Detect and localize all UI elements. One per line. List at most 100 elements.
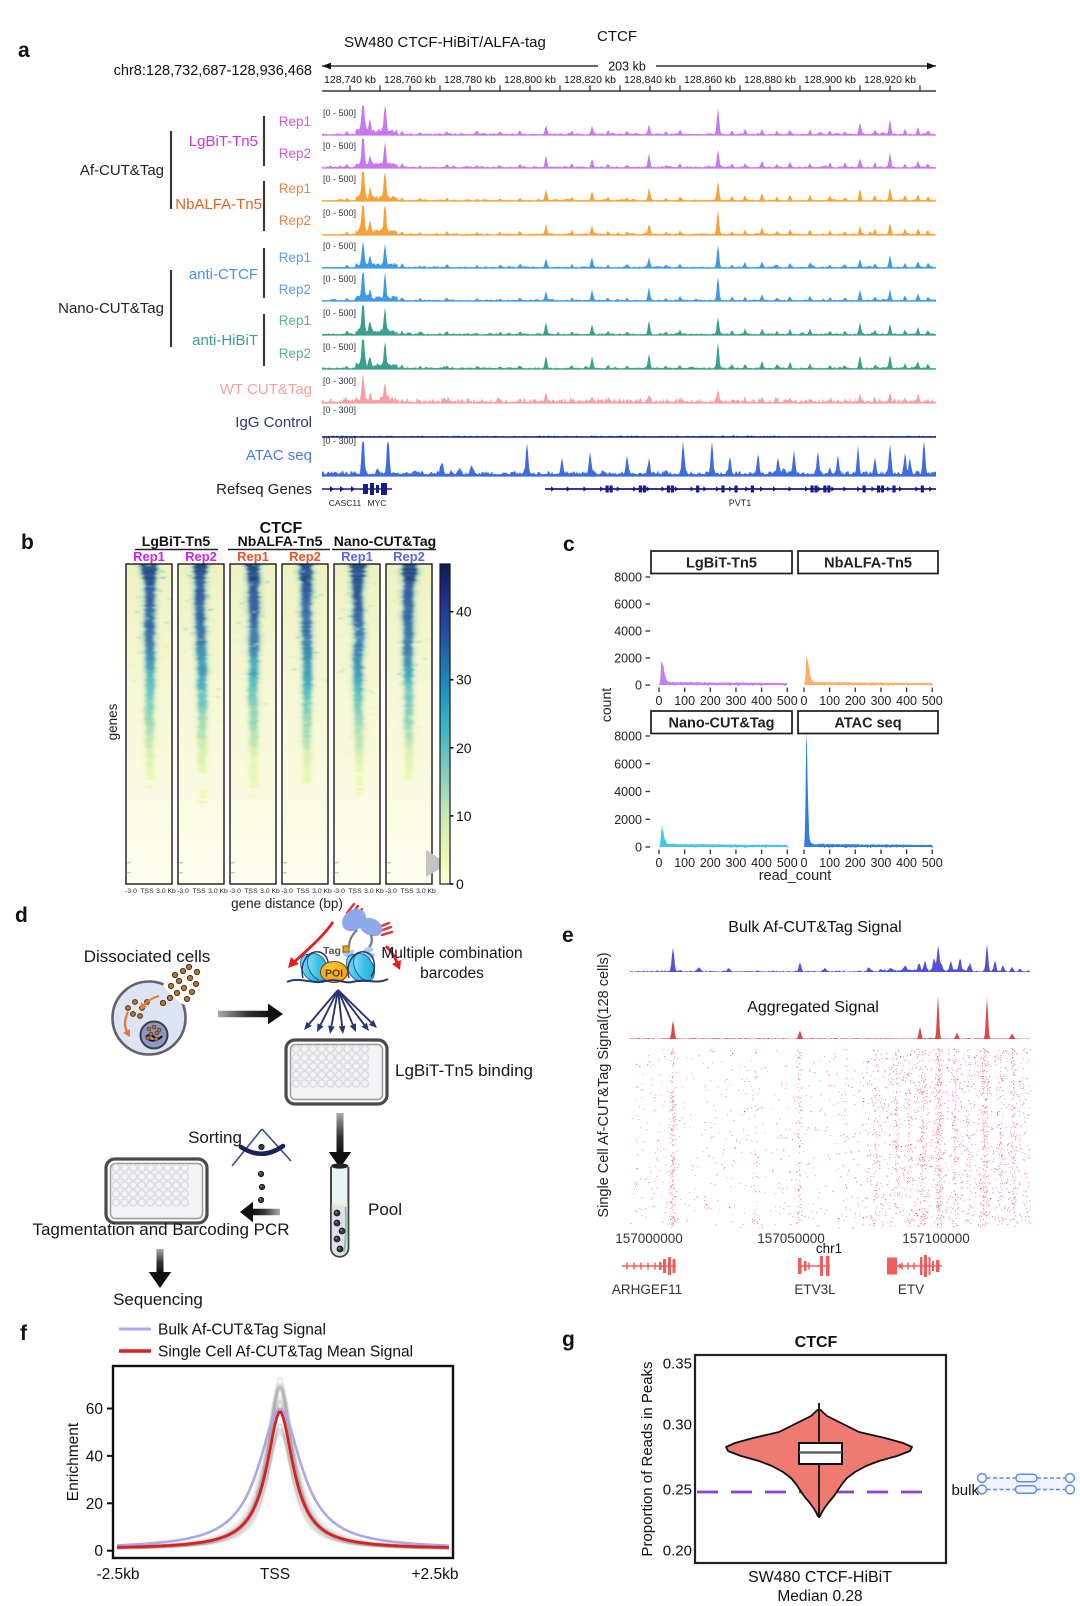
svg-text:400: 400: [896, 694, 917, 708]
svg-text:g: g: [562, 1328, 575, 1351]
svg-text:30: 30: [456, 672, 472, 688]
svg-text:NbALFA-Tn5: NbALFA-Tn5: [238, 533, 323, 549]
svg-text:20: 20: [456, 740, 472, 756]
svg-text:203 kb: 203 kb: [608, 60, 646, 74]
svg-text:500: 500: [922, 856, 943, 870]
svg-text:anti-CTCF: anti-CTCF: [189, 266, 258, 283]
svg-text:60: 60: [86, 1401, 104, 1418]
svg-text:300: 300: [871, 856, 892, 870]
svg-text:SW480 CTCF-HiBiT/ALFA-tag: SW480 CTCF-HiBiT/ALFA-tag: [344, 34, 546, 51]
svg-text:300: 300: [726, 694, 747, 708]
svg-text:8000: 8000: [614, 571, 642, 585]
svg-text:barcodes: barcodes: [420, 965, 484, 982]
svg-text:POI: POI: [325, 968, 343, 980]
svg-text:3.0 Kb: 3.0 Kb: [364, 888, 384, 895]
svg-text:-3.0: -3.0: [177, 888, 189, 895]
svg-text:Bulk Af-CUT&Tag Signal: Bulk Af-CUT&Tag Signal: [158, 1322, 326, 1339]
svg-text:Rep1: Rep1: [279, 181, 311, 196]
svg-text:40: 40: [86, 1448, 104, 1465]
svg-text:Sorting: Sorting: [188, 1128, 242, 1147]
svg-text:CTCF: CTCF: [597, 28, 637, 45]
svg-text:Multiple combination: Multiple combination: [381, 945, 522, 962]
svg-text:200: 200: [845, 694, 866, 708]
svg-text:LgBiT-Tn5 binding: LgBiT-Tn5 binding: [395, 1061, 533, 1080]
svg-text:-3.0: -3.0: [385, 888, 397, 895]
svg-text:0: 0: [801, 856, 808, 870]
svg-text:100: 100: [819, 856, 840, 870]
svg-text:ARHGEF11: ARHGEF11: [612, 1282, 682, 1297]
svg-text:[0 - 500]: [0 - 500]: [323, 208, 356, 218]
svg-text:[0 - 300]: [0 - 300]: [323, 376, 356, 386]
svg-text:Rep2: Rep2: [185, 549, 217, 564]
svg-text:-3.0: -3.0: [229, 888, 241, 895]
svg-text:b: b: [21, 531, 34, 554]
svg-text:128,780 kb: 128,780 kb: [444, 74, 496, 86]
svg-text:WT CUT&Tag: WT CUT&Tag: [220, 381, 312, 398]
svg-text:PVT1: PVT1: [729, 498, 752, 508]
svg-text:[0 - 500]: [0 - 500]: [323, 342, 356, 352]
svg-text:128,860 kb: 128,860 kb: [684, 74, 736, 86]
svg-text:40: 40: [456, 604, 472, 620]
svg-text:300: 300: [726, 856, 747, 870]
svg-text:400: 400: [751, 694, 772, 708]
svg-text:e: e: [562, 924, 574, 947]
svg-text:0: 0: [656, 856, 663, 870]
svg-text:Dissociated cells: Dissociated cells: [84, 947, 211, 966]
svg-text:4000: 4000: [614, 785, 642, 799]
svg-text:+2.5kb: +2.5kb: [412, 1566, 459, 1583]
svg-text:Rep2: Rep2: [279, 213, 311, 228]
svg-text:4000: 4000: [614, 625, 642, 639]
svg-text:TSS: TSS: [400, 888, 414, 895]
svg-text:100: 100: [819, 694, 840, 708]
svg-text:0: 0: [635, 841, 642, 855]
svg-text:157000000: 157000000: [615, 1231, 683, 1246]
svg-text:NbALFA-Tn5: NbALFA-Tn5: [175, 196, 262, 213]
svg-text:f: f: [20, 1322, 28, 1345]
svg-text:Rep1: Rep1: [341, 549, 373, 564]
svg-text:count: count: [598, 688, 614, 722]
svg-text:Single Cell Af-CUT&Tag Signal(: Single Cell Af-CUT&Tag Signal(128 cells): [596, 952, 612, 1217]
svg-text:128,840 kb: 128,840 kb: [624, 74, 676, 86]
svg-text:128,820 kb: 128,820 kb: [564, 74, 616, 86]
svg-text:300: 300: [871, 694, 892, 708]
svg-text:6000: 6000: [614, 757, 642, 771]
svg-text:128,740 kb: 128,740 kb: [324, 74, 376, 86]
svg-text:LgBiT-Tn5: LgBiT-Tn5: [142, 533, 211, 549]
svg-text:TSS: TSS: [244, 888, 258, 895]
svg-text:d: d: [15, 904, 28, 927]
svg-text:20: 20: [86, 1496, 104, 1513]
svg-text:Enrichment: Enrichment: [65, 1422, 82, 1501]
svg-text:bulk: bulk: [951, 1482, 979, 1499]
svg-text:0.35: 0.35: [663, 1356, 692, 1373]
svg-text:Rep2: Rep2: [289, 549, 321, 564]
svg-text:Tagmentation and Barcoding PCR: Tagmentation and Barcoding PCR: [32, 1220, 289, 1239]
svg-text:6000: 6000: [614, 598, 642, 612]
svg-text:TSS: TSS: [296, 888, 310, 895]
svg-text:-3.0: -3.0: [333, 888, 345, 895]
svg-text:Rep2: Rep2: [393, 549, 425, 564]
svg-text:128,880 kb: 128,880 kb: [744, 74, 796, 86]
svg-text:CTCF: CTCF: [260, 520, 303, 537]
svg-text:200: 200: [845, 856, 866, 870]
svg-text:[0 - 500]: [0 - 500]: [323, 308, 356, 318]
svg-text:Tag: Tag: [323, 945, 341, 957]
svg-text:157050000: 157050000: [757, 1231, 825, 1246]
svg-text:3.0 Kb: 3.0 Kb: [156, 888, 176, 895]
svg-text:MYC: MYC: [368, 498, 387, 508]
svg-text:3.0 Kb: 3.0 Kb: [208, 888, 228, 895]
svg-text:NbALFA-Tn5: NbALFA-Tn5: [824, 556, 912, 572]
svg-text:IgG Control: IgG Control: [235, 414, 312, 431]
svg-text:3.0 Kb: 3.0 Kb: [416, 888, 436, 895]
svg-text:ETV3L: ETV3L: [794, 1282, 836, 1297]
svg-text:10: 10: [456, 808, 472, 824]
svg-text:500: 500: [922, 694, 943, 708]
svg-text:500: 500: [777, 694, 798, 708]
svg-text:Pool: Pool: [368, 1200, 402, 1219]
svg-text:Refseq Genes: Refseq Genes: [216, 481, 312, 498]
svg-text:Aggregated Signal: Aggregated Signal: [747, 999, 879, 1016]
svg-text:anti-HiBiT: anti-HiBiT: [192, 332, 258, 349]
svg-text:Single Cell Af-CUT&Tag Mean Si: Single Cell Af-CUT&Tag Mean Signal: [158, 1344, 413, 1361]
svg-text:Rep1: Rep1: [279, 250, 311, 265]
svg-text:[0 - 500]: [0 - 500]: [323, 174, 356, 184]
svg-text:Rep1: Rep1: [133, 549, 165, 564]
